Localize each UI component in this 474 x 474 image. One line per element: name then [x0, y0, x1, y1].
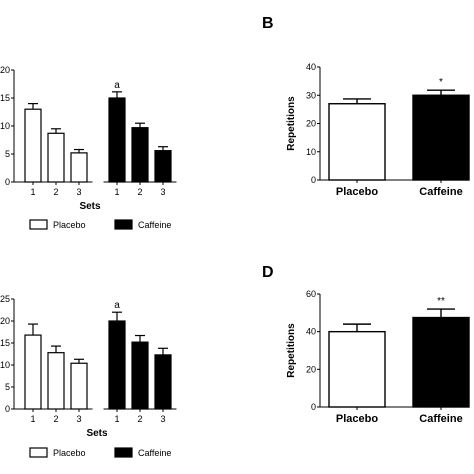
y-tick-label: 25 — [0, 294, 10, 304]
placebo-bar — [24, 334, 42, 410]
y-tick-label: 60 — [306, 289, 316, 299]
placebo-bar — [47, 132, 65, 183]
y-axis-title: Repetitions — [286, 96, 297, 151]
x-tick-label: Caffeine — [419, 413, 462, 425]
y-tick-label: 20 — [0, 65, 10, 75]
caffeine-bar — [131, 127, 149, 183]
caffeine-bar — [412, 316, 470, 408]
y-tick-label: 40 — [306, 327, 316, 337]
y-axis-title: Repetitions — [286, 323, 297, 378]
legend-label: Placebo — [53, 220, 86, 230]
caffeine-bar — [108, 97, 126, 183]
x-tick-label: 3 — [76, 414, 81, 424]
y-tick-label: 0 — [5, 404, 10, 414]
x-tick-label: Placebo — [336, 186, 378, 198]
x-axis-title: Sets — [86, 428, 108, 439]
placebo-bar — [47, 352, 65, 410]
x-tick-label: Caffeine — [419, 186, 462, 198]
x-tick-label: 2 — [53, 187, 58, 197]
y-tick-label: 15 — [0, 93, 10, 103]
caffeine-bar — [154, 354, 172, 410]
legend-label: Placebo — [53, 448, 86, 458]
placebo-bar — [24, 108, 42, 183]
placebo-bar — [328, 330, 386, 408]
x-tick-label: 1 — [114, 187, 119, 197]
y-tick-label: 0 — [5, 177, 10, 187]
x-tick-label: 2 — [53, 414, 58, 424]
x-tick-label: 1 — [114, 414, 119, 424]
significance-annotation: a — [114, 80, 120, 91]
y-tick-label: 10 — [0, 360, 10, 370]
placebo-bar — [70, 362, 88, 410]
caffeine-bar — [108, 320, 126, 410]
x-tick-label: 1 — [30, 414, 35, 424]
y-tick-label: 20 — [0, 316, 10, 326]
placebo-bar — [328, 103, 386, 181]
significance-annotation: a — [114, 300, 120, 311]
x-tick-label: Placebo — [336, 413, 378, 425]
legend-swatch-caffeine — [114, 447, 133, 458]
legend-swatch-placebo — [29, 219, 48, 230]
legend-swatch-placebo — [29, 447, 48, 458]
caffeine-bar — [412, 94, 470, 181]
placebo-bar — [70, 152, 88, 183]
y-tick-label: 10 — [306, 147, 316, 157]
y-tick-label: 40 — [306, 62, 316, 72]
caffeine-bar — [154, 150, 172, 183]
x-tick-label: 3 — [160, 187, 165, 197]
y-tick-label: 10 — [0, 121, 10, 131]
y-tick-label: 30 — [306, 90, 316, 100]
y-tick-label: 0 — [311, 175, 316, 185]
x-tick-label: 2 — [137, 414, 142, 424]
legend-label: Caffeine — [138, 448, 171, 458]
y-tick-label: 5 — [5, 149, 10, 159]
legend-label: Caffeine — [138, 220, 171, 230]
legend-swatch-caffeine — [114, 219, 133, 230]
x-axis-title: Sets — [79, 201, 101, 212]
y-tick-label: 15 — [0, 338, 10, 348]
x-tick-label: 3 — [160, 414, 165, 424]
x-tick-label: 2 — [137, 187, 142, 197]
y-tick-label: 5 — [5, 382, 10, 392]
significance-annotation: ** — [437, 296, 445, 307]
significance-annotation: * — [439, 77, 443, 88]
y-tick-label: 20 — [306, 119, 316, 129]
x-tick-label: 3 — [76, 187, 81, 197]
caffeine-bar — [131, 341, 149, 410]
y-tick-label: 20 — [306, 364, 316, 374]
panel-letter: B — [262, 15, 274, 32]
panel-letter: D — [262, 264, 274, 281]
x-tick-label: 1 — [30, 187, 35, 197]
y-tick-label: 0 — [311, 402, 316, 412]
